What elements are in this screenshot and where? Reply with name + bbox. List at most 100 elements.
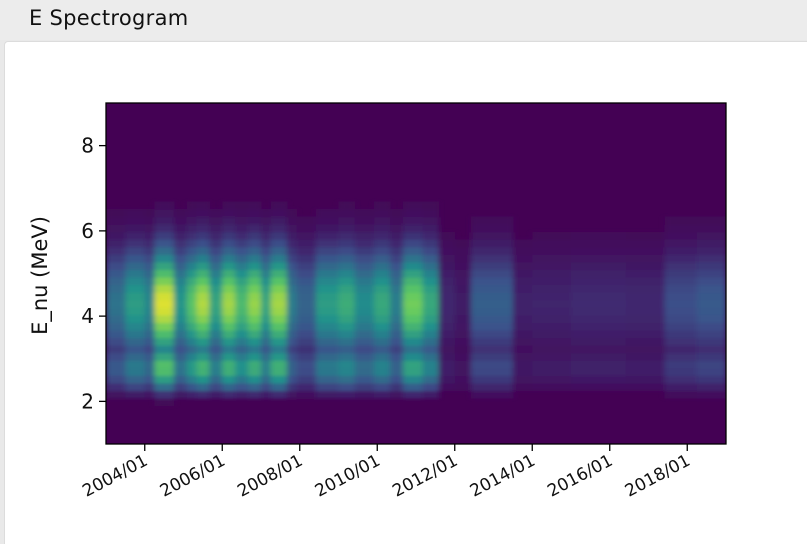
heatmap-cell: [454, 254, 472, 263]
heatmap-cell: [664, 345, 698, 354]
heatmap-cell: [315, 284, 340, 293]
heatmap-cell: [209, 208, 223, 218]
heatmap-cell: [422, 314, 440, 324]
heatmap-cell: [512, 261, 533, 271]
heatmap-cell: [625, 231, 666, 240]
heatmap-cell: [532, 337, 572, 346]
heatmap-cell: [296, 367, 317, 376]
heatmap-cell: [261, 382, 272, 392]
heatmap-cell: [186, 390, 198, 399]
heatmap-cell: [512, 269, 533, 278]
heatmap-cell: [571, 314, 627, 324]
heatmap-cell: [186, 360, 198, 369]
heatmap-cell: [125, 277, 146, 286]
heatmap-column: [286, 208, 298, 399]
y-tick-label: 4: [81, 304, 94, 328]
heatmap-cell: [338, 224, 356, 233]
heatmap-cell: [454, 246, 472, 255]
heatmap-cell: [209, 224, 223, 233]
heatmap-cell: [144, 299, 156, 308]
heatmap-cell: [270, 216, 288, 225]
heatmap-cell: [374, 292, 391, 301]
heatmap-cell: [664, 246, 698, 255]
heatmap-cell: [106, 352, 126, 361]
heatmap-cell: [296, 277, 317, 286]
heatmap-cell: [625, 375, 666, 384]
heatmap-cell: [354, 284, 375, 293]
heatmap-cell: [696, 216, 726, 225]
heatmap-cell: [248, 261, 262, 271]
heatmap-cell: [532, 307, 572, 316]
heatmap-cell: [154, 277, 175, 286]
heatmap-cell: [209, 390, 223, 399]
heatmap-cell: [470, 239, 514, 248]
heatmap-cell: [374, 299, 391, 308]
heatmap-cell: [296, 254, 317, 263]
heatmap-cell: [248, 314, 262, 324]
heatmap-cell: [154, 299, 175, 308]
heatmap-cell: [374, 367, 391, 376]
heatmap-cell: [154, 224, 175, 233]
heatmap-cell: [403, 322, 424, 331]
heatmap-cell: [422, 299, 440, 308]
x-tick-label: 2006/01: [157, 451, 229, 502]
heatmap-cell: [154, 292, 175, 301]
heatmap-cell: [106, 208, 126, 218]
heatmap-column: [664, 216, 698, 399]
heatmap-cell: [403, 239, 424, 248]
heatmap-cell: [235, 246, 249, 255]
heatmap-cell: [532, 284, 572, 293]
heatmap-cell: [125, 208, 146, 218]
heatmap-cell: [532, 277, 572, 286]
heatmap-cell: [403, 345, 424, 354]
heatmap-cell: [125, 322, 146, 331]
heatmap-cell: [173, 337, 188, 346]
heatmap-cell: [625, 382, 666, 392]
heatmap-cell: [512, 246, 533, 255]
heatmap-cell: [470, 307, 514, 316]
heatmap-cell: [248, 239, 262, 248]
heatmap-cell: [315, 322, 340, 331]
heatmap-column: [248, 201, 262, 399]
heatmap-cell: [270, 367, 288, 376]
heatmap-cell: [286, 246, 298, 255]
heatmap-cell: [470, 299, 514, 308]
heatmap-cell: [222, 382, 236, 392]
heatmap-cell: [173, 246, 188, 255]
heatmap-cell: [296, 299, 317, 308]
x-tick-label: 2010/01: [312, 451, 384, 502]
heatmap-cell: [354, 277, 375, 286]
heatmap-cell: [261, 360, 272, 369]
heatmap-cell: [315, 329, 340, 339]
heatmap-cell: [296, 261, 317, 271]
heatmap-cell: [422, 284, 440, 293]
heatmap-cell: [315, 231, 340, 240]
heatmap-cell: [144, 367, 156, 376]
heatmap-cell: [248, 254, 262, 263]
heatmap-cell: [454, 261, 472, 271]
heatmap-cell: [315, 352, 340, 361]
heatmap-cell: [154, 231, 175, 240]
heatmap-cell: [390, 208, 404, 218]
heatmap-cell: [315, 239, 340, 248]
heatmap-cell: [696, 307, 726, 316]
heatmap-cell: [270, 208, 288, 218]
heatmap-cell: [696, 239, 726, 248]
heatmap-cell: [235, 269, 249, 278]
heatmap-cell: [454, 292, 472, 301]
heatmap-cell: [315, 307, 340, 316]
heatmap-cell: [125, 231, 146, 240]
heatmap-cell: [454, 269, 472, 278]
heatmap-cell: [286, 208, 298, 218]
heatmap-cell: [286, 269, 298, 278]
heatmap-cell: [354, 345, 375, 354]
heatmap-cell: [374, 254, 391, 263]
heatmap-cell: [454, 360, 472, 369]
heatmap-cell: [173, 360, 188, 369]
heatmap-cell: [270, 390, 288, 399]
heatmap-cell: [315, 375, 340, 384]
heatmap-cell: [664, 322, 698, 331]
heatmap-cell: [154, 269, 175, 278]
heatmap-cell: [235, 375, 249, 384]
heatmap-cell: [422, 224, 440, 233]
